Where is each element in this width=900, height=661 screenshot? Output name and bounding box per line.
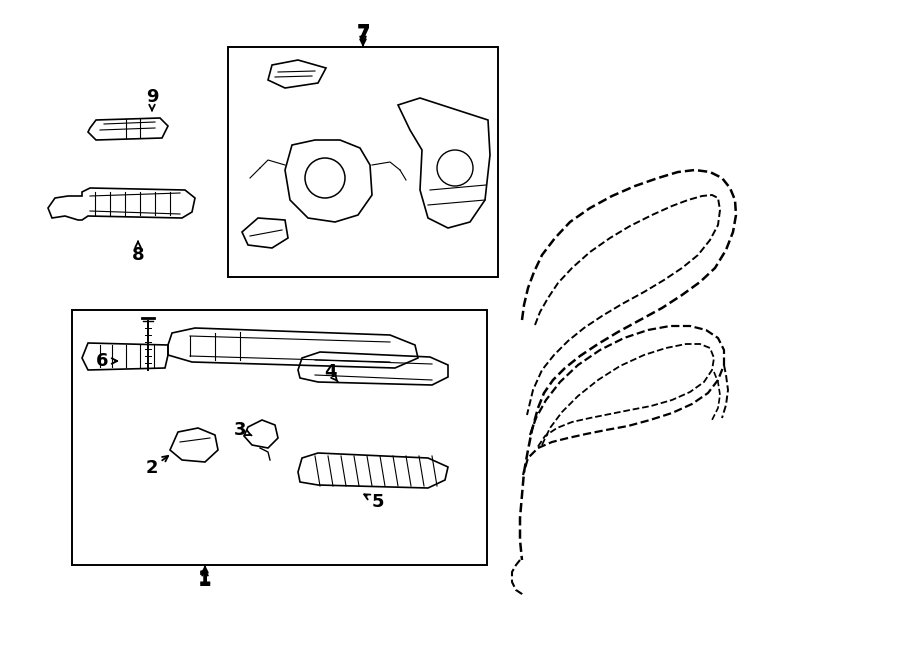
Bar — [228, 47, 498, 277]
Text: 1: 1 — [198, 568, 212, 588]
Text: 2: 2 — [146, 459, 158, 477]
Bar — [72, 310, 487, 565]
Text: 5: 5 — [372, 493, 384, 511]
Text: 1: 1 — [198, 570, 212, 590]
Text: 7: 7 — [356, 22, 370, 42]
Text: 3: 3 — [234, 421, 247, 439]
Text: 9: 9 — [146, 88, 158, 106]
Text: 8: 8 — [131, 246, 144, 264]
Text: 4: 4 — [324, 363, 337, 381]
Text: 6: 6 — [95, 352, 108, 370]
Text: 7: 7 — [356, 26, 370, 44]
